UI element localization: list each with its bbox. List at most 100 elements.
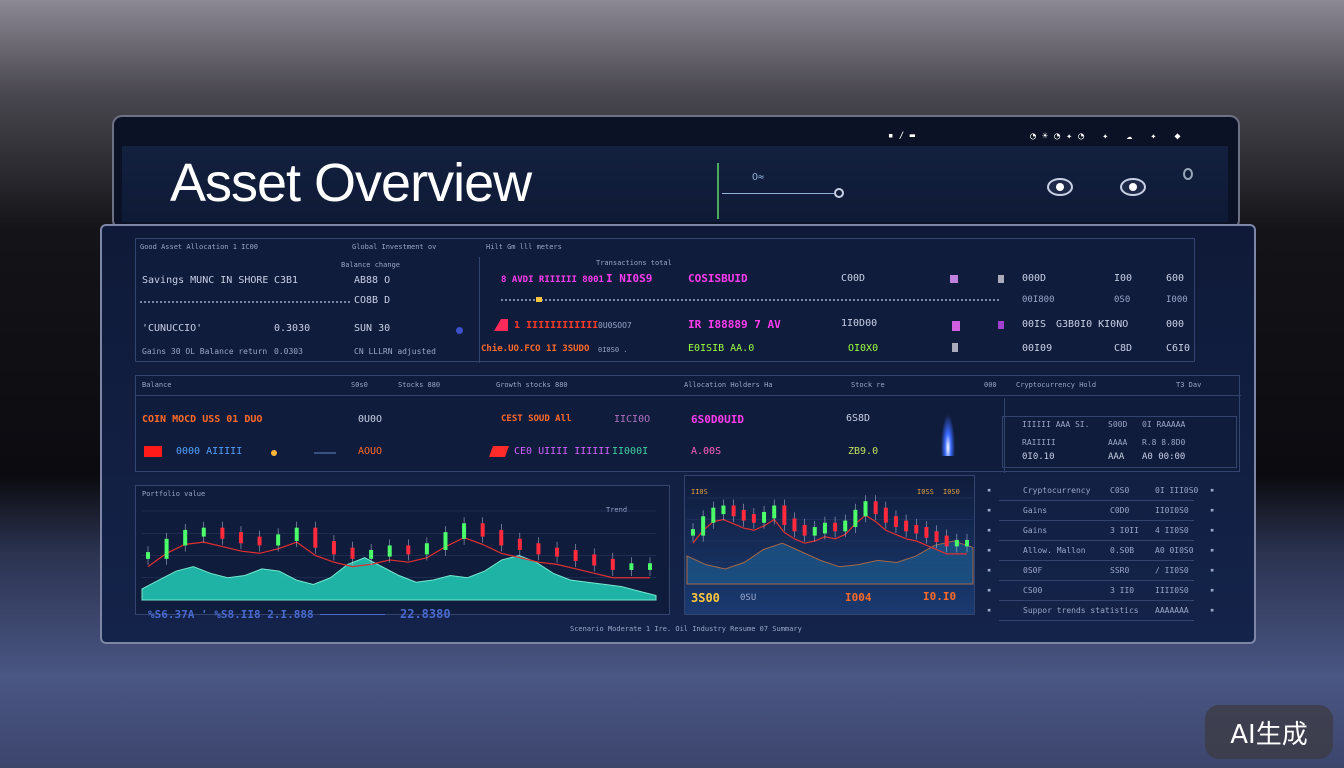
section-header: Hilt Gm lll meters (486, 243, 562, 251)
area-series (686, 540, 974, 585)
candle (721, 505, 726, 515)
chart-footer-value: %S6.37A ' %S8.II8 2.I.888 (148, 608, 314, 621)
candle (711, 507, 716, 523)
candle (843, 520, 848, 532)
candle (904, 520, 909, 532)
slider-track[interactable] (722, 193, 834, 194)
candle (294, 527, 299, 542)
column-header: 000 (984, 381, 997, 389)
candle (873, 501, 878, 515)
candle (802, 524, 807, 536)
status-icons: ◔ ☀ ◔ ✦ ◔ ✦ ☁ ✦ ◆ (1030, 131, 1181, 142)
column-header: Stock re (851, 381, 885, 389)
slider-handle[interactable] (834, 188, 844, 198)
candle (183, 529, 188, 546)
candle (762, 511, 767, 523)
glow-icon (941, 414, 955, 456)
candle (924, 527, 929, 538)
tag-icon (998, 275, 1004, 283)
tag-icon (952, 343, 958, 352)
candle-chart[interactable] (685, 476, 976, 586)
footer-text: Scenario Moderate 1 Ire. Oil Industry Re… (570, 625, 802, 633)
candle (276, 534, 281, 546)
tab-balance[interactable]: Balance (142, 381, 172, 389)
candle (555, 547, 560, 557)
candle (573, 549, 578, 562)
candle (499, 529, 504, 546)
candle (833, 522, 838, 532)
candle (331, 541, 336, 555)
caption: Transactions total (596, 259, 672, 267)
candle (146, 552, 150, 559)
candle (914, 524, 919, 534)
column-header: Stocks 880 (398, 381, 441, 389)
candle (164, 538, 169, 559)
candle (853, 509, 858, 528)
tag-icon (950, 275, 958, 283)
header-panel (122, 146, 1228, 222)
toggle-label: O≈ (752, 172, 765, 183)
trend-line (692, 514, 967, 555)
eye-icon[interactable] (1120, 178, 1146, 196)
divider (717, 163, 719, 219)
candle (517, 538, 522, 550)
column-header: T3 Dav (1176, 381, 1202, 389)
portfolio-chart-panel: Portfolio value Trend (135, 485, 670, 615)
right-list: ▪ Cryptocurrency C0S0 0I III0S0 ▪ ▪ Gain… (985, 478, 1225, 626)
chart-annotation: Trend (606, 506, 628, 514)
candle (220, 527, 225, 539)
column-header: Cryptocurrency Hold (1016, 381, 1097, 389)
candle (782, 505, 787, 525)
candle (812, 527, 817, 536)
candle (822, 522, 827, 534)
section-header: Global Investment ov (352, 243, 437, 251)
mid-section: Balance S0s0 Stocks 880 Growth stocks 88… (135, 375, 1241, 473)
sub-label: Balance change (341, 261, 401, 269)
page-title: Asset Overview (170, 153, 532, 213)
asset-amount: CO8B D (354, 295, 391, 306)
candle (751, 514, 756, 523)
candle (954, 539, 959, 547)
tag-icon (952, 321, 960, 331)
candle (462, 523, 467, 539)
candle (610, 558, 615, 570)
transaction-label: 1 IIIIIIIIIIII (514, 320, 599, 331)
chart-caption: Portfolio value (142, 490, 206, 498)
notification-icon[interactable] (1183, 168, 1193, 180)
eye-icon[interactable] (1047, 178, 1073, 196)
top-section: Good Asset Allocation 1 IC00 Global Inve… (135, 238, 1195, 363)
portfolio-chart[interactable] (136, 486, 671, 616)
candle (257, 536, 262, 546)
candle (592, 554, 597, 566)
candle (424, 543, 429, 555)
candle (648, 563, 652, 570)
tag-icon (998, 321, 1004, 329)
candle (313, 527, 318, 548)
candle (201, 527, 206, 537)
candle (480, 523, 485, 537)
candle (772, 505, 777, 519)
area-series (141, 554, 657, 601)
candle (350, 547, 355, 559)
candle (741, 509, 746, 521)
candle (965, 539, 969, 547)
candle (701, 516, 706, 536)
column-header: Allocation Holders Ha (684, 381, 773, 389)
candle (443, 532, 448, 550)
candle (406, 545, 411, 555)
candle (536, 543, 541, 555)
candle (369, 549, 374, 559)
chart-footer-value: 22.8380 (400, 607, 451, 621)
status-bar: ▪ ∕ ▬ ◔ ☀ ◔ ✦ ◔ ✦ ☁ ✦ ◆ (888, 131, 1181, 142)
status-dot (456, 327, 463, 334)
trend-line (147, 537, 650, 579)
candle (238, 532, 243, 544)
candle (387, 545, 392, 557)
column-header: S0s0 (351, 381, 368, 389)
column-header: Growth stocks 880 (496, 381, 568, 389)
candle (883, 507, 888, 523)
candle (944, 535, 949, 547)
candle (629, 563, 634, 570)
candle (893, 516, 898, 528)
candle-chart-panel: II0S I0SS I0S0 3S00 0SU I004 I0.I0 (684, 475, 975, 615)
